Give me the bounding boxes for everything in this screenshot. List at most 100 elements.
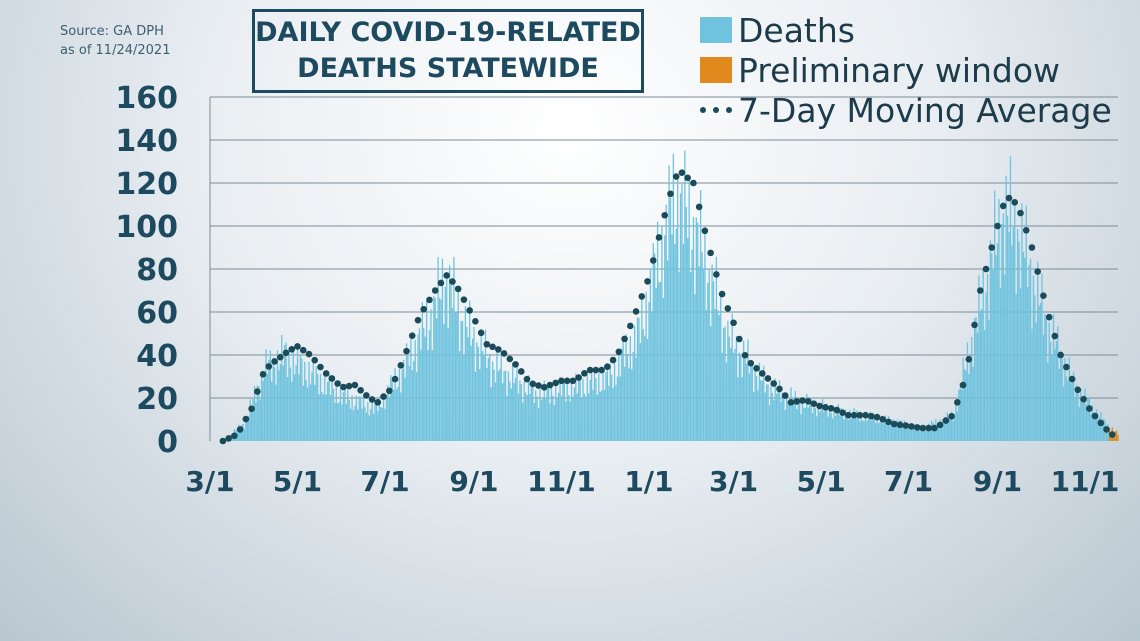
death-bar <box>418 328 421 441</box>
source-line: Source: GA DPH <box>60 24 164 39</box>
death-bar <box>344 388 346 441</box>
preliminary-bar <box>1114 431 1116 441</box>
moving-average-point <box>495 346 502 353</box>
death-bar <box>919 425 921 441</box>
death-bar <box>1022 251 1025 441</box>
death-bar <box>271 381 273 441</box>
death-bar <box>966 342 969 441</box>
source-note: Source: GA DPH as of 11/24/2021 <box>60 22 170 60</box>
moving-average-point <box>305 350 313 358</box>
moving-average-point <box>248 405 255 413</box>
death-bar <box>481 351 484 441</box>
death-bar <box>552 395 554 441</box>
death-bar <box>961 389 963 441</box>
death-bar <box>631 369 633 441</box>
death-bar <box>565 401 567 441</box>
death-bar <box>930 420 933 441</box>
death-bar <box>890 425 893 441</box>
death-bar <box>867 415 870 441</box>
death-bar <box>364 407 366 441</box>
legend-swatch-preliminary <box>700 57 732 83</box>
death-bar <box>887 415 890 441</box>
death-bar <box>654 253 656 441</box>
death-bar <box>906 428 908 441</box>
moving-average-point <box>942 417 950 424</box>
moving-average-point <box>529 380 537 388</box>
death-bar <box>705 310 708 441</box>
death-bar <box>311 372 313 441</box>
death-bar <box>391 379 393 441</box>
death-bar <box>535 390 537 441</box>
death-bar <box>1074 398 1076 441</box>
death-bar <box>768 405 771 441</box>
death-bar <box>699 190 702 441</box>
death-bar <box>453 256 455 441</box>
death-bar <box>605 372 607 441</box>
death-bar <box>804 407 806 441</box>
death-bar <box>423 327 425 441</box>
moving-average-point <box>403 347 410 355</box>
death-bar <box>458 351 461 441</box>
death-bar <box>433 295 435 441</box>
death-bar <box>1064 358 1066 441</box>
death-bar <box>732 352 735 441</box>
death-bar <box>1024 257 1026 441</box>
death-bar <box>473 326 475 441</box>
death-bar <box>1094 419 1096 441</box>
death-bar <box>520 384 522 441</box>
death-bar <box>651 311 653 441</box>
moving-average-point <box>340 383 347 391</box>
death-bar <box>763 365 765 441</box>
death-bar <box>918 429 920 441</box>
death-bar <box>755 375 758 441</box>
death-bar <box>609 363 611 441</box>
death-bar <box>840 408 842 441</box>
death-bar <box>628 368 630 441</box>
death-bar <box>324 374 326 441</box>
death-bar <box>318 394 320 441</box>
death-bar <box>718 315 720 441</box>
death-bar <box>497 371 500 441</box>
death-bar <box>1006 215 1009 441</box>
death-bar <box>1049 342 1052 441</box>
death-bar <box>834 415 837 441</box>
death-bar <box>953 413 956 441</box>
death-bar <box>808 401 811 441</box>
death-bar <box>1042 334 1045 441</box>
death-bar <box>1001 223 1003 441</box>
death-bar <box>873 417 875 441</box>
legend-item-deaths: Deaths <box>700 10 1112 50</box>
death-bar <box>929 427 931 441</box>
moving-average-point <box>1034 268 1041 275</box>
y-tick-label: 0 <box>157 425 178 460</box>
death-bar <box>560 395 563 441</box>
death-bar <box>662 297 664 441</box>
moving-average-point <box>431 287 439 294</box>
death-bar <box>794 390 796 441</box>
moving-average-point <box>523 375 531 383</box>
moving-average-point <box>386 387 393 395</box>
death-bar <box>745 363 748 441</box>
death-bar <box>969 355 971 441</box>
death-bar <box>882 423 884 441</box>
death-bar <box>685 207 687 441</box>
death-bar <box>831 418 834 441</box>
death-bar <box>645 291 647 441</box>
death-bar <box>725 362 728 441</box>
death-bar <box>836 412 838 441</box>
death-bar <box>714 308 716 441</box>
death-bar <box>1098 417 1101 441</box>
moving-average-point <box>317 363 324 371</box>
death-bar <box>830 413 832 441</box>
death-bar <box>385 395 388 441</box>
moving-average-point <box>713 271 720 278</box>
death-bar <box>820 409 822 441</box>
death-bar <box>786 392 788 441</box>
moving-average-point <box>242 415 250 423</box>
death-bar <box>751 360 753 441</box>
as-of-date: as of 11/24/2021 <box>60 43 171 58</box>
death-bar <box>636 317 639 441</box>
death-bar <box>513 382 515 441</box>
moving-average-point <box>867 412 875 420</box>
